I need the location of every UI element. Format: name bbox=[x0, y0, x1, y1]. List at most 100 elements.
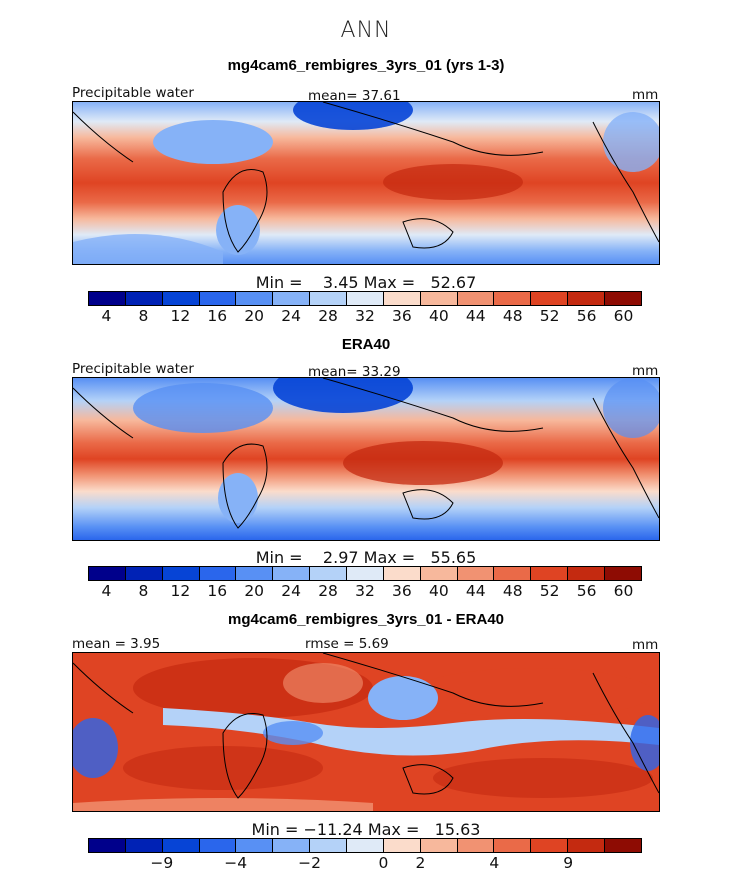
colorbar-swatch bbox=[162, 567, 200, 580]
colorbar-tick-label: 56 bbox=[576, 582, 597, 600]
colorbar-swatch bbox=[125, 292, 163, 305]
panel-2-colorbar bbox=[88, 566, 642, 581]
colorbar-swatch bbox=[125, 839, 163, 852]
colorbar-swatch bbox=[457, 292, 495, 305]
colorbar-swatch bbox=[89, 839, 126, 852]
colorbar-tick-label: 4 bbox=[101, 582, 112, 600]
panel-3-title: mg4cam6_rembigres_3yrs_01 - ERA40 bbox=[228, 611, 504, 628]
panel-1-title: mg4cam6_rembigres_3yrs_01 (yrs 1-3) bbox=[227, 57, 505, 74]
colorbar-tick-label: 8 bbox=[138, 582, 149, 600]
panel-2-map bbox=[72, 377, 660, 541]
colorbar-swatch bbox=[236, 839, 274, 852]
colorbar-swatch bbox=[162, 839, 200, 852]
panel-1-map bbox=[72, 101, 660, 265]
colorbar-swatch bbox=[199, 292, 237, 305]
colorbar-swatch bbox=[347, 839, 384, 852]
colorbar-tick-label: 9 bbox=[563, 854, 574, 872]
colorbar-swatch bbox=[199, 839, 237, 852]
colorbar-tick-label: 20 bbox=[244, 582, 265, 600]
colorbar-tick-label: 16 bbox=[207, 582, 228, 600]
panel-3-units-label: mm bbox=[632, 637, 659, 653]
colorbar-swatch bbox=[162, 292, 200, 305]
panel-3-mean-label: mean = 3.95 bbox=[72, 636, 161, 652]
panel-2-units-label: mm bbox=[632, 363, 659, 379]
colorbar-swatch bbox=[494, 292, 532, 305]
colorbar-swatch bbox=[383, 292, 421, 305]
panel-3-map bbox=[72, 652, 660, 812]
panel-2-colorbar-ticks: 4 8 12 16 20 24 28 32 36 40 44 48 52 56 60 bbox=[88, 582, 642, 602]
colorbar-swatch bbox=[383, 567, 421, 580]
panel-1-units-label: mm bbox=[632, 87, 659, 103]
panel-2-mean-label: mean= 33.29 bbox=[308, 364, 401, 380]
colorbar-tick-label: 8 bbox=[138, 307, 149, 325]
panel-3-colorbar-ticks: −9 −4 −2 0 2 4 9 bbox=[88, 854, 642, 874]
panel-1-map-svg bbox=[73, 102, 659, 264]
colorbar-tick-label: 24 bbox=[281, 582, 301, 600]
colorbar-swatch bbox=[420, 839, 458, 852]
colorbar-swatch bbox=[383, 839, 421, 852]
colorbar-swatch bbox=[236, 567, 274, 580]
colorbar-swatch bbox=[89, 567, 126, 580]
colorbar-swatch bbox=[568, 292, 606, 305]
colorbar-tick-label: 32 bbox=[355, 307, 375, 325]
colorbar-swatch bbox=[199, 567, 237, 580]
colorbar-swatch bbox=[310, 839, 348, 852]
panel-1-minmax: Min = 3.45 Max = 52.67 bbox=[255, 273, 477, 292]
colorbar-swatch bbox=[605, 292, 641, 305]
colorbar-tick-label: 28 bbox=[318, 307, 338, 325]
page-title: ANN bbox=[340, 18, 392, 43]
colorbar-swatch bbox=[494, 839, 532, 852]
colorbar-swatch bbox=[531, 567, 569, 580]
colorbar-swatch bbox=[347, 567, 384, 580]
colorbar-swatch bbox=[273, 839, 311, 852]
colorbar-swatch bbox=[568, 839, 606, 852]
panel-3-map-svg bbox=[73, 653, 659, 811]
colorbar-tick-label: 24 bbox=[281, 307, 301, 325]
colorbar-tick-label: 4 bbox=[489, 854, 500, 872]
panel-2-minmax: Min = 2.97 Max = 55.65 bbox=[255, 548, 477, 567]
colorbar-swatch bbox=[605, 839, 641, 852]
colorbar-tick-label: 2 bbox=[415, 854, 426, 872]
colorbar-tick-label: 0 bbox=[378, 854, 389, 872]
panel-1-colorbar bbox=[88, 291, 642, 306]
panel-3-minmax: Min = −11.24 Max = 15.63 bbox=[251, 820, 481, 839]
colorbar-tick-label: 16 bbox=[207, 307, 228, 325]
colorbar-tick-label: 40 bbox=[428, 307, 449, 325]
panel-2-map-svg bbox=[73, 378, 659, 540]
panel-1-colorbar-ticks: 4 8 12 16 20 24 28 32 36 40 44 48 52 56 60 bbox=[88, 307, 642, 327]
colorbar-swatch bbox=[125, 567, 163, 580]
colorbar-swatch bbox=[531, 292, 569, 305]
colorbar-tick-label: 12 bbox=[170, 307, 191, 325]
colorbar-tick-label: 44 bbox=[465, 307, 486, 325]
panel-3-colorbar bbox=[88, 838, 642, 853]
colorbar-tick-label: 60 bbox=[613, 582, 634, 600]
panel-1-variable-label: Precipitable water bbox=[72, 85, 194, 101]
colorbar-swatch bbox=[568, 567, 606, 580]
colorbar-swatch bbox=[236, 292, 274, 305]
colorbar-swatch bbox=[310, 567, 348, 580]
colorbar-tick-label: 12 bbox=[170, 582, 191, 600]
colorbar-tick-label: 32 bbox=[355, 582, 375, 600]
colorbar-swatch bbox=[347, 292, 384, 305]
colorbar-tick-label: 52 bbox=[539, 307, 560, 325]
colorbar-tick-label: 20 bbox=[244, 307, 265, 325]
colorbar-swatch bbox=[605, 567, 641, 580]
colorbar-swatch bbox=[310, 292, 348, 305]
panel-2-title: ERA40 bbox=[341, 336, 391, 353]
colorbar-tick-label: −2 bbox=[298, 854, 322, 872]
colorbar-swatch bbox=[420, 292, 458, 305]
colorbar-tick-label: 48 bbox=[502, 307, 523, 325]
colorbar-swatch bbox=[494, 567, 532, 580]
panel-1-mean-label: mean= 37.61 bbox=[308, 88, 401, 104]
panel-3-rmse-label: rmse = 5.69 bbox=[305, 636, 389, 652]
colorbar-swatch bbox=[273, 292, 311, 305]
colorbar-tick-label: 48 bbox=[502, 582, 523, 600]
colorbar-tick-label: 28 bbox=[318, 582, 338, 600]
colorbar-tick-label: −9 bbox=[150, 854, 174, 872]
colorbar-tick-label: 36 bbox=[392, 307, 412, 325]
colorbar-tick-label: 60 bbox=[613, 307, 634, 325]
panel-2-variable-label: Precipitable water bbox=[72, 361, 194, 377]
colorbar-tick-label: 56 bbox=[576, 307, 597, 325]
colorbar-swatch bbox=[89, 292, 126, 305]
colorbar-tick-label: 44 bbox=[465, 582, 486, 600]
